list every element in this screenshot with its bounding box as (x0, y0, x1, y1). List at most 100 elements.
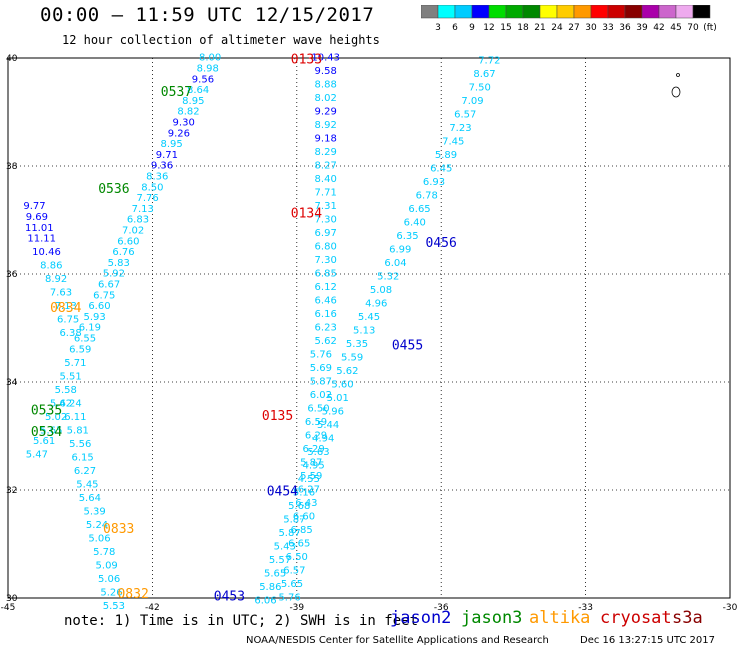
swh-point: 5.44 (317, 420, 339, 431)
colorbar-label: 45 (670, 23, 681, 33)
swh-point: 5.86 (259, 582, 281, 593)
swh-point: 6.76 (112, 247, 134, 258)
swh-point: 4.95 (303, 460, 325, 471)
swh-point: 7.72 (478, 55, 500, 66)
track-time-label: 0535 (31, 403, 62, 418)
swh-point: 6.27 (74, 466, 96, 477)
swh-point: 8.86 (40, 261, 62, 272)
swh-point: 7.23 (449, 123, 471, 134)
swh-point: 5.76 (278, 593, 300, 604)
swh-point: 5.06 (88, 533, 110, 544)
x-tick-label: -42 (145, 603, 160, 613)
swh-point: 5.45 (358, 312, 380, 323)
swh-point: 8.88 (315, 80, 337, 91)
y-tick-label: 34 (6, 378, 18, 388)
swh-point: 5.65 (264, 568, 286, 579)
swh-point: 8.92 (315, 120, 337, 131)
colorbar-label: 6 (452, 23, 458, 33)
swh-point: 6.24 (59, 398, 81, 409)
swh-point: 6.67 (98, 280, 120, 291)
swh-point: 6.19 (79, 323, 101, 334)
swh-point: 6.43 (295, 498, 317, 509)
chart-title: 00:00 – 11:59 UTC 12/15/2017 (40, 4, 375, 26)
swh-point: 7.30 (315, 255, 337, 266)
swh-point: 6.57 (283, 566, 305, 577)
swh-point: 11.01 (25, 223, 54, 234)
track-time-label: 0134 (291, 206, 322, 221)
swh-point: 6.46 (315, 296, 337, 307)
timestamp: Dec 16 13:27:15 UTC 2017 (580, 635, 715, 646)
colorbar-label: 70 (687, 23, 699, 33)
swh-point: 6.04 (384, 258, 406, 269)
colorbar-legend: 3 6 9 12 15 18 21 24 27 30 33 36 39 42 45 70 (ft) (421, 5, 717, 33)
x-tick-label: -39 (289, 603, 304, 613)
swh-point: 6.65 (288, 539, 310, 550)
chart-subtitle: 12 hour collection of altimeter wave hei… (62, 33, 380, 47)
island-marker (676, 73, 680, 77)
swh-point: 8.95 (182, 96, 204, 107)
swh-point: 4.94 (312, 433, 334, 444)
swh-point: 7.71 (315, 188, 337, 199)
island-marker (671, 86, 681, 98)
track-time-label: 0832 (117, 587, 148, 602)
colorbar-label: 3 (435, 23, 441, 33)
plot-frame (7, 57, 731, 599)
x-tick-label: -30 (723, 603, 738, 613)
colorbar-label: 33 (602, 23, 613, 33)
satellite-name: altika (529, 608, 591, 628)
track-time-label: 0534 (31, 425, 62, 440)
swh-point: 8.02 (315, 93, 337, 104)
swh-point: 5.13 (353, 325, 375, 336)
swh-point: 8.50 (141, 182, 163, 193)
swh-point: 5.09 (96, 560, 118, 571)
swh-point: 5.08 (370, 285, 392, 296)
swh-point: 5.62 (336, 366, 358, 377)
swh-point: 8.82 (177, 107, 199, 118)
swh-point: 9.18 (315, 134, 337, 145)
swh-point: 5.62 (315, 336, 337, 347)
colorbar-label: 21 (534, 23, 545, 33)
swh-point: 5.06 (98, 574, 120, 585)
swh-point: 6.59 (305, 417, 327, 428)
swh-point: 6.85 (290, 525, 312, 536)
swh-point: 6.11 (64, 412, 86, 423)
swh-point: 6.80 (315, 242, 337, 253)
swh-point: 8.95 (161, 139, 183, 150)
satellite-name: jason2 (390, 608, 452, 628)
swh-point: 6.29 (303, 444, 325, 455)
swh-point: 7.31 (315, 201, 337, 212)
swh-point: 5.43 (274, 541, 296, 552)
colorbar-label: 15 (500, 23, 511, 33)
swh-point: 6.93 (423, 177, 445, 188)
track-time-label: 0536 (98, 182, 129, 197)
y-tick-label: 38 (6, 162, 18, 172)
track-time-label: 0456 (426, 236, 457, 251)
swh-point: 6.45 (430, 163, 452, 174)
swh-point: 5.87 (300, 458, 322, 469)
swh-point: 5.69 (310, 363, 332, 374)
swh-point: 6.75 (57, 315, 79, 326)
track-time-label: 0833 (103, 522, 134, 537)
x-tick-label: -45 (1, 603, 16, 613)
swh-point: 5.81 (67, 425, 89, 436)
swh-point: 8.36 (146, 172, 168, 183)
colorbar-label: 12 (483, 23, 494, 33)
swh-point: 6.35 (396, 231, 418, 242)
x-tick-label: -36 (434, 603, 449, 613)
swh-point: 5.89 (435, 150, 457, 161)
track-time-label: 0453 (214, 590, 245, 605)
swh-point: 6.38 (59, 328, 81, 339)
swh-point: 5.35 (346, 339, 368, 350)
swh-point: 6.60 (293, 512, 315, 523)
track-time-label: 0135 (262, 409, 293, 424)
swh-point: 5.56 (69, 439, 91, 450)
swh-point: 5.61 (33, 436, 55, 447)
satellite-name: s3a (672, 608, 703, 628)
swh-point: 8.67 (473, 69, 495, 80)
swh-point: 5.78 (93, 547, 115, 558)
swh-point: 9.77 (23, 201, 45, 212)
x-tick-label: -33 (578, 603, 593, 613)
swh-point: 6.27 (298, 485, 320, 496)
swh-point: 5.83 (108, 258, 130, 269)
